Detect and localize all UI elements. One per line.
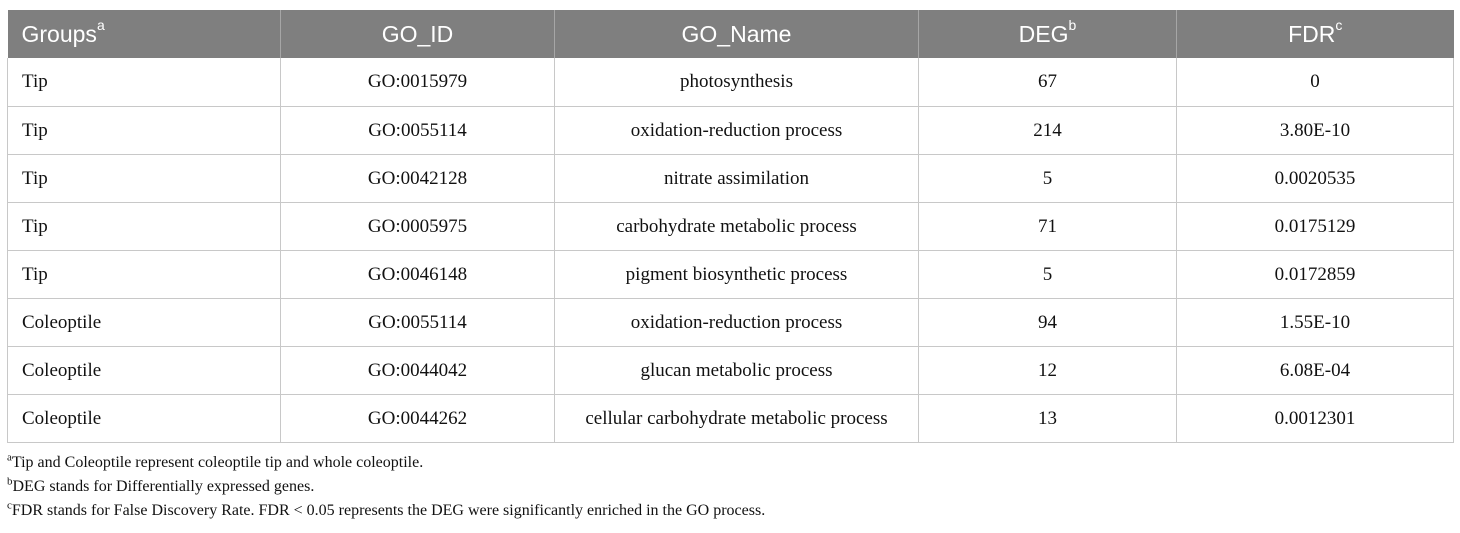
cell-fdr: 0 [1176,58,1454,107]
cell-group: Tip [7,58,281,107]
cell-go-name: pigment biosynthetic process [554,250,919,299]
header-go-id: GO_ID [280,10,555,58]
cell-go-id: GO:0044042 [280,346,555,395]
cell-go-name: oxidation-reduction process [554,106,919,155]
cell-fdr: 0.0020535 [1176,154,1454,203]
cell-deg: 67 [918,58,1177,107]
cell-go-id: GO:0005975 [280,202,555,251]
table-row: Coleoptile GO:0055114 oxidation-reductio… [7,298,1454,347]
cell-deg: 5 [918,154,1177,203]
cell-fdr: 0.0012301 [1176,394,1454,443]
cell-group: Tip [7,202,281,251]
table-body: Tip GO:0015979 photosynthesis 67 0 Tip G… [7,58,1454,443]
footnote-a-text: Tip and Coleoptile represent coleoptile … [11,454,424,471]
cell-go-id: GO:0046148 [280,250,555,299]
cell-go-id: GO:0015979 [280,58,555,107]
cell-fdr: 6.08E-04 [1176,346,1454,395]
cell-fdr: 0.0175129 [1176,202,1454,251]
cell-deg: 13 [918,394,1177,443]
header-deg: DEGb [918,10,1177,58]
go-enrichment-table: Groupsa GO_ID GO_Name DEGb FDRc Tip GO:0… [7,10,1454,443]
cell-go-id: GO:0055114 [280,298,555,347]
cell-deg: 12 [918,346,1177,395]
cell-go-id: GO:0042128 [280,154,555,203]
cell-go-id: GO:0044262 [280,394,555,443]
table-footnotes: aTip and Coleoptile represent coleoptile… [7,451,765,523]
cell-deg: 94 [918,298,1177,347]
cell-go-id: GO:0055114 [280,106,555,155]
cell-go-name: glucan metabolic process [554,346,919,395]
table-row: Coleoptile GO:0044042 glucan metabolic p… [7,346,1454,395]
cell-group: Coleoptile [7,298,281,347]
footnote-c-text: FDR stands for False Discovery Rate. FDR… [11,502,766,519]
table-row: Tip GO:0005975 carbohydrate metabolic pr… [7,202,1454,251]
cell-fdr: 0.0172859 [1176,250,1454,299]
cell-go-name: oxidation-reduction process [554,298,919,347]
cell-go-name: photosynthesis [554,58,919,107]
cell-group: Coleoptile [7,394,281,443]
table-row: Tip GO:0042128 nitrate assimilation 5 0.… [7,154,1454,203]
footnote-c-mark: c [7,499,12,512]
header-fdr: FDRc [1176,10,1454,58]
table-row: Coleoptile GO:0044262 cellular carbohydr… [7,394,1454,443]
footnote-b-text: DEG stands for Differentially expressed … [12,478,315,495]
footnote-c: cFDR stands for False Discovery Rate. FD… [7,499,765,523]
cell-fdr: 3.80E-10 [1176,106,1454,155]
footnote-mark-c: c [1335,16,1343,33]
table-row: Tip GO:0055114 oxidation-reduction proce… [7,106,1454,155]
table-row: Tip GO:0046148 pigment biosynthetic proc… [7,250,1454,299]
cell-deg: 5 [918,250,1177,299]
go-enrichment-table-container: Groupsa GO_ID GO_Name DEGb FDRc Tip GO:0… [7,10,1454,443]
table-header: Groupsa GO_ID GO_Name DEGb FDRc [7,10,1454,58]
footnote-a-mark: a [7,451,12,464]
cell-fdr: 1.55E-10 [1176,298,1454,347]
footnote-mark-b: b [1068,16,1077,33]
cell-go-name: cellular carbohydrate metabolic process [554,394,919,443]
cell-deg: 214 [918,106,1177,155]
footnote-b-mark: b [7,475,13,488]
footnote-a: aTip and Coleoptile represent coleoptile… [7,451,765,475]
header-row: Groupsa GO_ID GO_Name DEGb FDRc [7,10,1454,58]
cell-group: Tip [7,106,281,155]
footnote-mark-a: a [96,16,105,33]
cell-group: Tip [7,154,281,203]
header-groups: Groupsa [7,10,281,58]
footnote-b: bDEG stands for Differentially expressed… [7,475,765,499]
cell-group: Tip [7,250,281,299]
cell-go-name: nitrate assimilation [554,154,919,203]
cell-deg: 71 [918,202,1177,251]
cell-go-name: carbohydrate metabolic process [554,202,919,251]
header-go-name: GO_Name [554,10,919,58]
table-row: Tip GO:0015979 photosynthesis 67 0 [7,58,1454,107]
cell-group: Coleoptile [7,346,281,395]
